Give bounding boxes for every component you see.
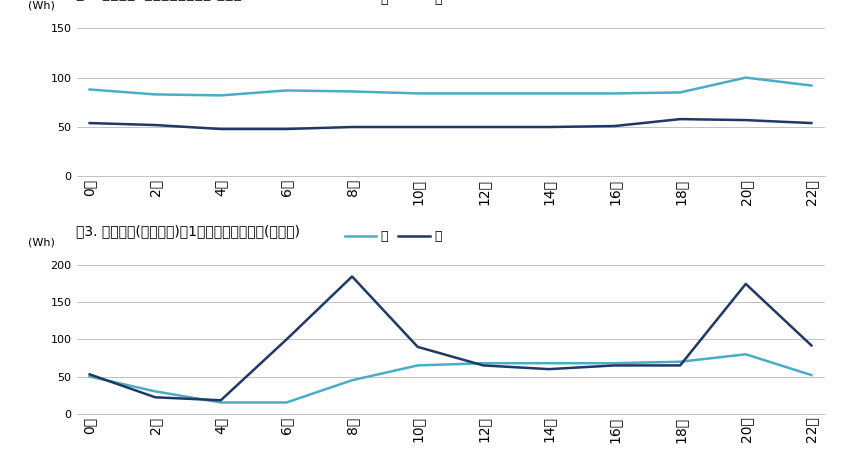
冬	[150, 122, 161, 128]
夏	[675, 90, 685, 95]
冬	[84, 371, 94, 377]
冬	[807, 120, 817, 126]
冬	[479, 124, 489, 130]
夏	[281, 87, 292, 93]
Line: 冬: 冬	[89, 276, 812, 400]
夏	[544, 360, 554, 366]
夏	[216, 93, 226, 98]
夏	[281, 400, 292, 405]
Legend: 夏, 冬: 夏, 冬	[344, 230, 442, 243]
夏	[150, 92, 161, 97]
冬	[740, 281, 751, 287]
Text: (Wh): (Wh)	[28, 0, 54, 10]
夏	[347, 89, 357, 94]
Text: (Wh): (Wh)	[28, 237, 54, 248]
冬	[281, 337, 292, 342]
冬	[807, 343, 817, 348]
夏	[347, 377, 357, 383]
夏	[150, 389, 161, 394]
冬	[150, 394, 161, 400]
冬	[216, 398, 226, 403]
冬	[347, 124, 357, 130]
夏	[216, 400, 226, 405]
夏	[807, 372, 817, 378]
夏	[84, 86, 94, 92]
冬	[281, 126, 292, 132]
夏	[740, 75, 751, 80]
冬	[84, 120, 94, 126]
冬	[675, 363, 685, 368]
夏	[609, 91, 620, 96]
夏	[479, 91, 489, 96]
夏	[544, 91, 554, 96]
夏	[807, 83, 817, 88]
冬	[609, 123, 620, 129]
Line: 冬: 冬	[89, 119, 812, 129]
冬	[412, 124, 422, 130]
冬	[609, 363, 620, 368]
冬	[347, 274, 357, 279]
冬	[675, 116, 685, 122]
Legend: 夏, 冬: 夏, 冬	[344, 0, 442, 6]
冬	[412, 344, 422, 350]
冬	[544, 124, 554, 130]
夏	[609, 360, 620, 366]
Text: 図3. エアコン(リビング)の1日の電力使用状況(夏・冬): 図3. エアコン(リビング)の1日の電力使用状況(夏・冬)	[76, 224, 301, 238]
冬	[479, 363, 489, 368]
Line: 夏: 夏	[89, 354, 812, 402]
夏	[479, 360, 489, 366]
冬	[740, 118, 751, 123]
Line: 夏: 夏	[89, 78, 812, 95]
夏	[675, 359, 685, 365]
冬	[216, 126, 226, 132]
夏	[740, 352, 751, 357]
冬	[544, 366, 554, 372]
夏	[412, 363, 422, 368]
夏	[84, 374, 94, 379]
夏	[412, 91, 422, 96]
